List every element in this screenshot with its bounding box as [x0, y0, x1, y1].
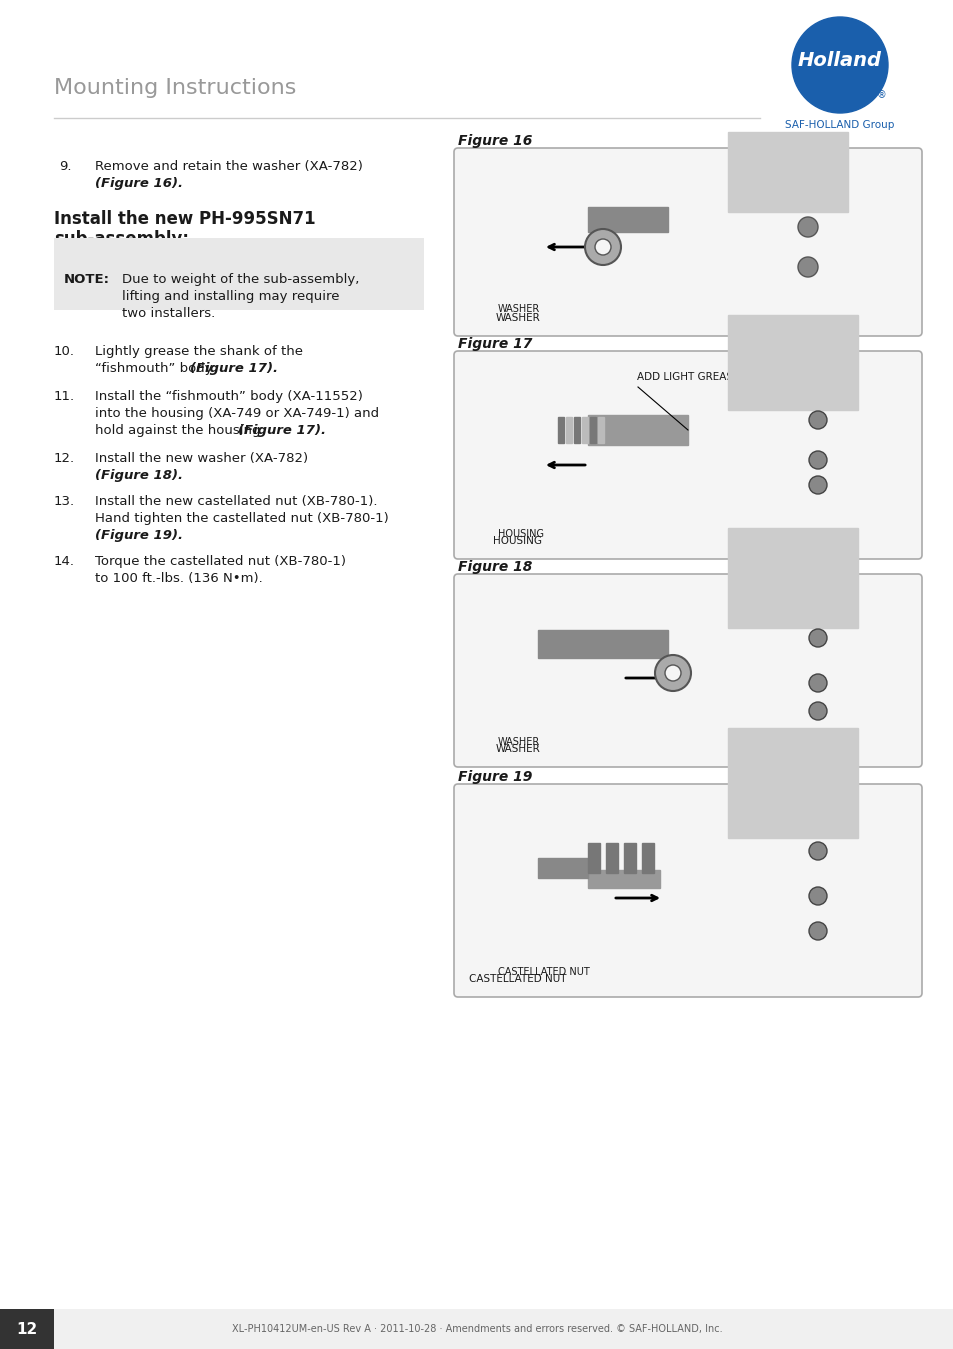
Circle shape	[808, 842, 826, 861]
Text: Figure 16: Figure 16	[457, 134, 532, 148]
FancyBboxPatch shape	[454, 351, 921, 558]
Circle shape	[808, 921, 826, 940]
Text: ®: ®	[876, 90, 886, 100]
Text: 12.: 12.	[54, 452, 75, 465]
Text: Remove and retain the washer (XA-782): Remove and retain the washer (XA-782)	[95, 161, 362, 173]
Bar	[565, 417, 572, 442]
Bar	[587, 843, 599, 873]
Text: WASHER: WASHER	[497, 304, 539, 314]
Bar	[727, 316, 857, 410]
Text: 14.: 14.	[54, 554, 75, 568]
FancyBboxPatch shape	[0, 1309, 953, 1349]
Text: Install the “fishmouth” body (XA-11552): Install the “fishmouth” body (XA-11552)	[95, 390, 362, 403]
Text: Lightly grease the shank of the: Lightly grease the shank of the	[95, 345, 303, 357]
Bar	[558, 417, 563, 442]
FancyBboxPatch shape	[454, 575, 921, 768]
Text: hold against the housing: hold against the housing	[95, 424, 265, 437]
FancyBboxPatch shape	[454, 784, 921, 997]
Bar	[537, 630, 667, 658]
Circle shape	[595, 239, 610, 255]
Bar	[727, 527, 857, 629]
Bar	[641, 843, 654, 873]
Text: Torque the castellated nut (XB-780-1): Torque the castellated nut (XB-780-1)	[95, 554, 346, 568]
Text: Holland: Holland	[797, 51, 882, 70]
Text: Install the new washer (XA-782): Install the new washer (XA-782)	[95, 452, 308, 465]
Text: sub-assembly:: sub-assembly:	[54, 229, 189, 248]
Circle shape	[808, 411, 826, 429]
Text: CASTELLATED NUT: CASTELLATED NUT	[497, 967, 589, 977]
Circle shape	[797, 258, 817, 277]
Text: 10.: 10.	[54, 345, 75, 357]
Text: Figure 19: Figure 19	[457, 770, 532, 784]
Text: Figure 17: Figure 17	[457, 337, 532, 351]
Text: 12: 12	[16, 1322, 37, 1337]
Circle shape	[655, 656, 690, 691]
FancyBboxPatch shape	[54, 237, 423, 310]
FancyBboxPatch shape	[454, 148, 921, 336]
Circle shape	[797, 217, 817, 237]
Text: SAF-HOLLAND Group: SAF-HOLLAND Group	[784, 120, 894, 130]
Text: to 100 ft.-lbs. (136 N•m).: to 100 ft.-lbs. (136 N•m).	[95, 572, 262, 585]
Circle shape	[664, 665, 680, 681]
Circle shape	[808, 476, 826, 494]
Text: 13.: 13.	[54, 495, 75, 509]
Text: Due to weight of the sub-assembly,: Due to weight of the sub-assembly,	[122, 272, 359, 286]
Text: WASHER: WASHER	[496, 313, 539, 322]
Text: WASHER: WASHER	[496, 745, 539, 754]
Text: “fishmouth” body: “fishmouth” body	[95, 362, 216, 375]
Text: ADD LIGHT GREASE: ADD LIGHT GREASE	[636, 372, 739, 382]
Text: HOUSING: HOUSING	[493, 536, 542, 546]
Bar	[623, 843, 636, 873]
Circle shape	[584, 229, 620, 264]
Circle shape	[808, 674, 826, 692]
Text: (Figure 19).: (Figure 19).	[95, 529, 183, 542]
Circle shape	[808, 629, 826, 648]
Circle shape	[808, 701, 826, 720]
Bar	[587, 415, 687, 445]
FancyBboxPatch shape	[0, 1309, 54, 1349]
Bar	[589, 417, 596, 442]
Text: (Figure 18).: (Figure 18).	[95, 469, 183, 482]
Bar	[587, 206, 667, 232]
Bar	[605, 843, 618, 873]
Bar	[727, 132, 847, 212]
Text: 11.: 11.	[54, 390, 75, 403]
Text: CASTELLATED NUT: CASTELLATED NUT	[469, 974, 566, 983]
Bar	[727, 728, 857, 838]
Circle shape	[808, 888, 826, 905]
Bar	[574, 417, 579, 442]
Text: (Figure 17).: (Figure 17).	[190, 362, 277, 375]
Bar	[587, 870, 659, 888]
Text: 9.: 9.	[59, 161, 71, 173]
Text: into the housing (XA-749 or XA-749-1) and: into the housing (XA-749 or XA-749-1) an…	[95, 407, 378, 420]
Text: NOTE:: NOTE:	[64, 272, 110, 286]
Text: two installers.: two installers.	[122, 308, 215, 320]
Bar	[598, 417, 603, 442]
Text: Mounting Instructions: Mounting Instructions	[54, 78, 296, 98]
Text: WASHER: WASHER	[497, 737, 539, 747]
Text: Figure 18: Figure 18	[457, 560, 532, 575]
Circle shape	[808, 451, 826, 469]
Bar	[537, 858, 587, 878]
Text: XL-PH10412UM-en-US Rev A · 2011-10-28 · Amendments and errors reserved. © SAF-HO: XL-PH10412UM-en-US Rev A · 2011-10-28 · …	[232, 1323, 721, 1334]
Text: Hand tighten the castellated nut (XB-780-1): Hand tighten the castellated nut (XB-780…	[95, 513, 388, 525]
Text: Install the new castellated nut (XB-780-1).: Install the new castellated nut (XB-780-…	[95, 495, 377, 509]
Text: (Figure 16).: (Figure 16).	[95, 177, 183, 190]
Text: HOUSING: HOUSING	[497, 529, 543, 540]
Text: Install the new PH-995SN71: Install the new PH-995SN71	[54, 210, 315, 228]
Circle shape	[791, 18, 887, 113]
Bar	[581, 417, 587, 442]
Text: (Figure 17).: (Figure 17).	[237, 424, 326, 437]
Text: lifting and installing may require: lifting and installing may require	[122, 290, 339, 304]
FancyBboxPatch shape	[0, 0, 953, 50]
